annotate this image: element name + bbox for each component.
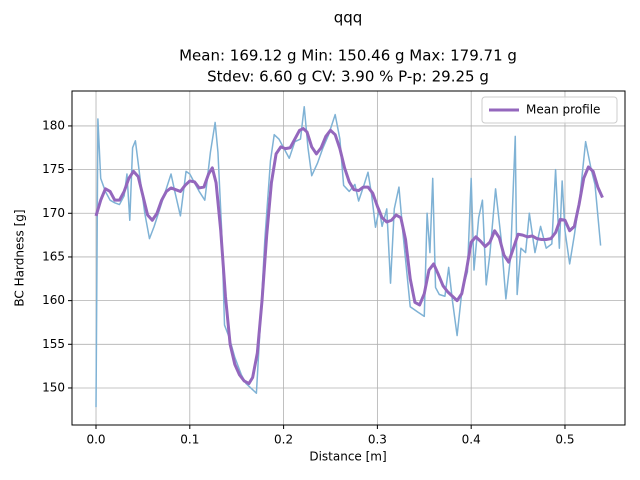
y-tick-label: 175	[42, 162, 65, 176]
x-tick-label: 0.0	[86, 433, 105, 447]
x-tick-label: 0.2	[274, 433, 293, 447]
x-tick-label: 0.1	[180, 433, 199, 447]
x-axis-label: Distance [m]	[309, 450, 386, 464]
y-tick-label: 150	[42, 380, 65, 394]
y-axis-label: BC Hardness [g]	[13, 209, 27, 306]
y-tick-label: 160	[42, 293, 65, 307]
x-tick-label: 0.3	[368, 433, 387, 447]
x-tick-label: 0.4	[462, 433, 481, 447]
x-tick-label: 0.5	[555, 433, 574, 447]
y-tick-label: 180	[42, 118, 65, 132]
series-line	[95, 105, 602, 408]
suptitle: qqq	[334, 9, 363, 27]
series-line	[94, 127, 604, 386]
y-tick-label: 155	[42, 337, 65, 351]
legend	[481, 96, 618, 124]
legend-label: Mean profile	[526, 103, 600, 117]
plot-frame	[71, 90, 626, 426]
chart-title: Stdev: 6.60 g CV: 3.90 % P-p: 29.25 g	[207, 68, 489, 86]
y-tick-label: 165	[42, 249, 65, 263]
chart-title: Mean: 169.12 g Min: 150.46 g Max: 179.71…	[179, 47, 517, 65]
y-tick-label: 170	[42, 206, 65, 220]
